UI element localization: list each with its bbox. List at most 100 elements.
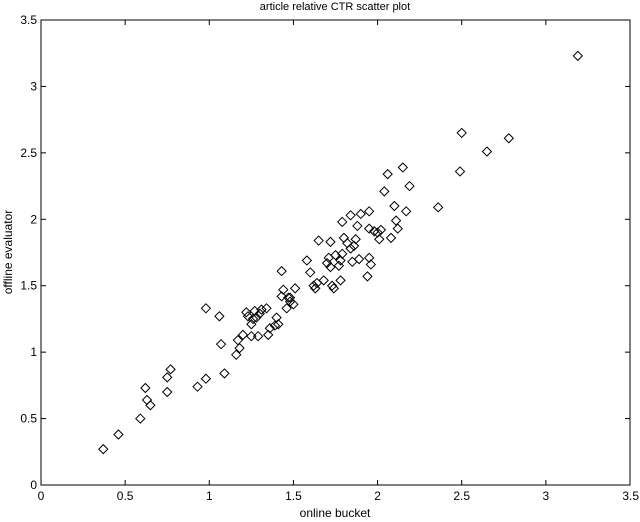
scatter-point bbox=[432, 202, 444, 213]
scatter-point bbox=[289, 283, 301, 294]
scatter-point bbox=[326, 280, 338, 291]
y-tick-label: 3.5 bbox=[20, 13, 37, 27]
scatter-point bbox=[276, 291, 287, 302]
x-axis: 0 0.5 1 1.5 2 2.5 3 3.5 bbox=[38, 20, 639, 503]
x-tick-label: 3 bbox=[543, 489, 550, 503]
scatter-point bbox=[325, 261, 336, 273]
scatter-point bbox=[215, 338, 227, 350]
scatter-point bbox=[363, 223, 375, 234]
scatter-point bbox=[241, 307, 252, 318]
scatter-point bbox=[214, 311, 225, 322]
scatter-point bbox=[335, 275, 346, 286]
y-tick-label: 3 bbox=[30, 79, 37, 93]
scatter-point bbox=[385, 232, 397, 244]
x-axis-title: online bucket bbox=[300, 506, 371, 517]
scatter-point bbox=[145, 400, 156, 411]
scatter-point bbox=[269, 320, 281, 331]
y-tick-label: 2 bbox=[30, 212, 37, 226]
scatter-point bbox=[337, 248, 348, 260]
scatter-point bbox=[284, 292, 296, 303]
scatter-point bbox=[301, 255, 313, 266]
scatter-point bbox=[237, 329, 249, 341]
scatter-point bbox=[308, 280, 319, 291]
scatter-point bbox=[400, 206, 412, 217]
x-tick-label: 1.5 bbox=[285, 489, 302, 503]
scatter-point bbox=[404, 180, 415, 192]
scatter-point bbox=[281, 303, 292, 314]
y-tick-label: 1 bbox=[30, 345, 37, 359]
y-axis-title: offline evaluator bbox=[1, 210, 15, 295]
scatter-point bbox=[246, 330, 257, 342]
scatter-point bbox=[162, 372, 173, 383]
y-tick-label: 2.5 bbox=[20, 146, 37, 160]
data-points bbox=[98, 50, 584, 455]
x-tick-label: 1 bbox=[206, 489, 213, 503]
scatter-point bbox=[382, 168, 393, 180]
scatter-point bbox=[283, 292, 294, 303]
scatter-point bbox=[365, 259, 377, 270]
scatter-point bbox=[352, 220, 363, 232]
scatter-point bbox=[141, 394, 153, 406]
scatter-point bbox=[247, 313, 259, 325]
scatter-point bbox=[337, 216, 348, 228]
scatter-point bbox=[252, 330, 264, 342]
scatter-point bbox=[338, 232, 350, 244]
scatter-point bbox=[219, 368, 230, 379]
y-axis: 0 0.5 1 1.5 2 2.5 3 3.5 bbox=[20, 13, 630, 492]
plot-frame bbox=[40, 19, 631, 486]
scatter-point bbox=[318, 275, 329, 286]
scatter-point bbox=[256, 304, 267, 315]
scatter-point bbox=[335, 255, 346, 266]
scatter-point bbox=[305, 267, 316, 278]
x-tick-label: 0 bbox=[38, 489, 45, 503]
x-tick-label: 2.5 bbox=[453, 489, 470, 503]
scatter-point bbox=[313, 235, 324, 246]
scatter-point bbox=[98, 443, 109, 455]
scatter-point bbox=[353, 253, 365, 265]
scatter-point bbox=[374, 234, 385, 245]
scatter-point bbox=[375, 224, 387, 236]
y-tick-label: 0 bbox=[30, 478, 37, 492]
scatter-point bbox=[355, 208, 366, 220]
scatter-point bbox=[454, 166, 466, 177]
scatter-point bbox=[231, 349, 242, 361]
scatter-point bbox=[481, 146, 493, 157]
scatter-point bbox=[135, 413, 146, 424]
scatter-point bbox=[276, 265, 287, 277]
scatter-point bbox=[379, 186, 390, 197]
scatter-point bbox=[262, 329, 274, 341]
x-tick-label: 2 bbox=[374, 489, 381, 503]
scatter-point bbox=[325, 236, 336, 248]
scatter-point bbox=[242, 311, 254, 322]
scatter-point bbox=[362, 271, 373, 282]
x-tick-label: 3.5 bbox=[622, 489, 639, 503]
scatter-point bbox=[192, 381, 203, 392]
scatter-point bbox=[397, 162, 409, 173]
scatter-point bbox=[200, 303, 212, 314]
scatter-point bbox=[251, 312, 262, 323]
scatter-point bbox=[113, 429, 124, 440]
scatter-point bbox=[288, 299, 299, 310]
scatter-point bbox=[165, 364, 176, 375]
scatter-point bbox=[350, 234, 361, 245]
scatter-point bbox=[348, 240, 360, 252]
scatter-point bbox=[390, 215, 402, 226]
scatter-point bbox=[456, 127, 467, 139]
scatter-point bbox=[345, 210, 356, 221]
scatter-point bbox=[278, 284, 289, 295]
scatter-point bbox=[328, 283, 340, 294]
scatter-point bbox=[234, 342, 245, 354]
scatter-point bbox=[261, 303, 272, 314]
chart-title: article relative CTR scatter plot bbox=[260, 1, 410, 13]
scatter-point bbox=[264, 323, 276, 334]
scatter-point bbox=[392, 223, 403, 234]
scatter-point bbox=[140, 382, 151, 394]
scatter-point bbox=[503, 133, 515, 144]
y-tick-label: 0.5 bbox=[20, 412, 37, 426]
scatter-point bbox=[162, 386, 173, 398]
scatter-point bbox=[389, 200, 400, 212]
y-tick-label: 1.5 bbox=[20, 279, 37, 293]
scatter-point bbox=[273, 319, 284, 330]
